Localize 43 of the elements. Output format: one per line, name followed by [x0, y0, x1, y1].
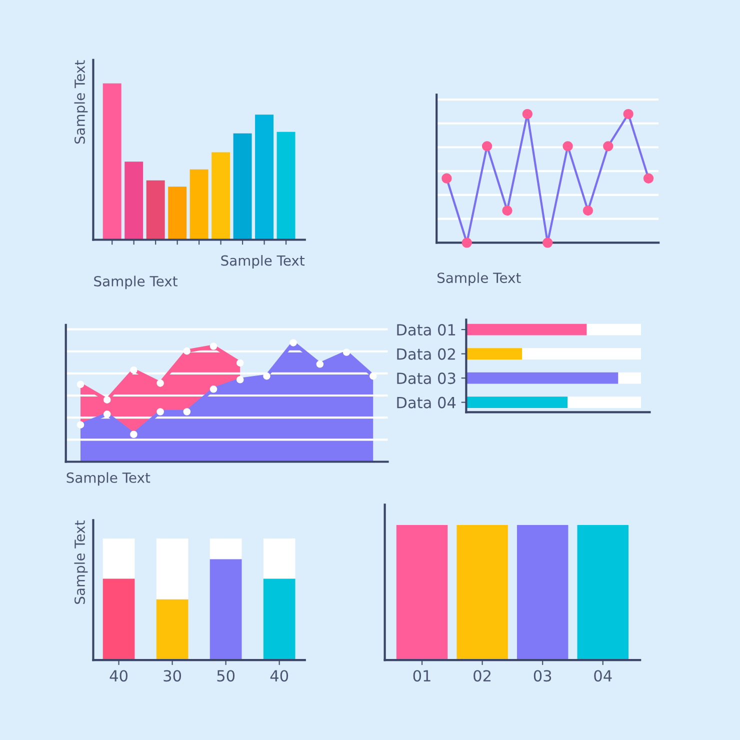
text: Sample Text [94, 276, 178, 290]
bar [156, 538, 188, 600]
y-axis-title: Sample Text [74, 520, 88, 604]
bar [586, 324, 641, 336]
bar [233, 133, 252, 240]
bar [466, 348, 522, 360]
bar [466, 324, 587, 336]
bar [102, 83, 122, 240]
x-tick-label: 40 [270, 670, 288, 682]
bar [263, 538, 296, 579]
bar [210, 559, 242, 660]
bar [210, 538, 242, 560]
bar [102, 578, 135, 660]
bar [466, 372, 618, 384]
bar [190, 169, 208, 240]
x-tick-label: 40 [110, 670, 128, 682]
y-tick-label: Data 01 [397, 324, 456, 336]
bar [263, 578, 296, 660]
x-tick-label: 04 [594, 670, 612, 682]
bar [168, 186, 187, 240]
bar [276, 132, 296, 240]
y-tick-label: Data 03 [397, 372, 456, 384]
bar [146, 180, 165, 240]
y-tick-label: Data 02 [397, 348, 455, 360]
text: Sample Text [438, 272, 521, 286]
x-tick-label: 01 [413, 670, 430, 682]
bar [102, 538, 135, 579]
bar [156, 599, 188, 660]
x-tick-label: 30 [164, 670, 182, 682]
bar [568, 396, 641, 408]
bar [618, 372, 641, 384]
x-axis-title: Sample Text [66, 472, 150, 486]
x-tick-label: 02 [474, 670, 490, 682]
bar [522, 348, 641, 360]
x-tick-label: 50 [217, 670, 235, 682]
bar [466, 396, 568, 408]
x-axis-title: Sample Text [221, 255, 305, 268]
bar [212, 152, 230, 240]
y-tick-label: Data 04 [397, 396, 456, 408]
bar [124, 162, 144, 240]
x-tick-label: 03 [534, 670, 552, 682]
bar [255, 114, 274, 240]
y-axis-title: Sample Text [74, 60, 88, 144]
